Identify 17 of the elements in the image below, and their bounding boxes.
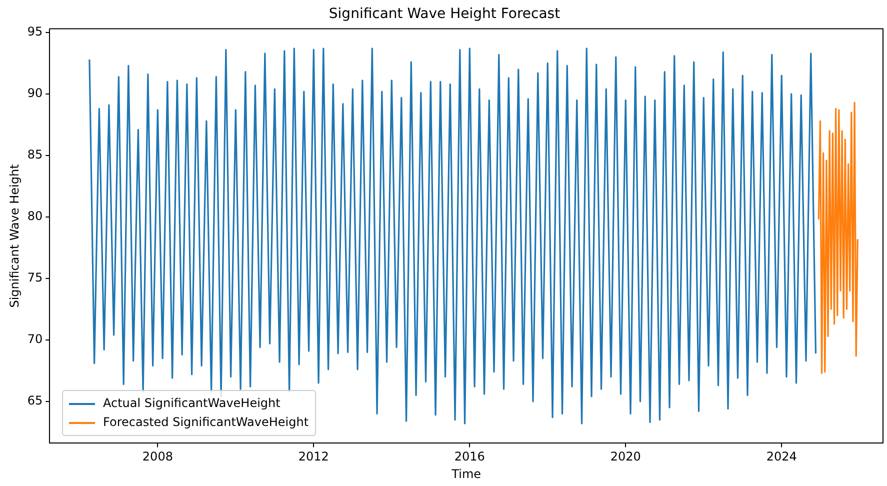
chart-title: Significant Wave Height Forecast — [328, 6, 561, 22]
y-axis-title: Significant Wave Height — [7, 164, 22, 308]
y-tick-label: 85 — [27, 148, 43, 162]
x-tick-label: 2016 — [454, 450, 485, 464]
y-tick-label: 75 — [27, 270, 43, 285]
y-tick-label: 70 — [27, 332, 43, 346]
x-tick-label: 2024 — [766, 450, 797, 464]
y-tick-label: 90 — [27, 86, 43, 100]
y-tick-label: 65 — [27, 394, 43, 408]
y-tick-label: 80 — [27, 209, 43, 224]
legend-label: Actual SignificantWaveHeight — [103, 395, 280, 412]
x-tick-label: 2020 — [610, 450, 641, 464]
legend-label: Forecasted SignificantWaveHeight — [103, 414, 309, 431]
x-tick-label: 2008 — [142, 450, 173, 464]
y-tick-label: 95 — [27, 24, 43, 39]
x-tick-label: 2012 — [298, 450, 329, 464]
x-axis-title: Time — [450, 466, 482, 481]
